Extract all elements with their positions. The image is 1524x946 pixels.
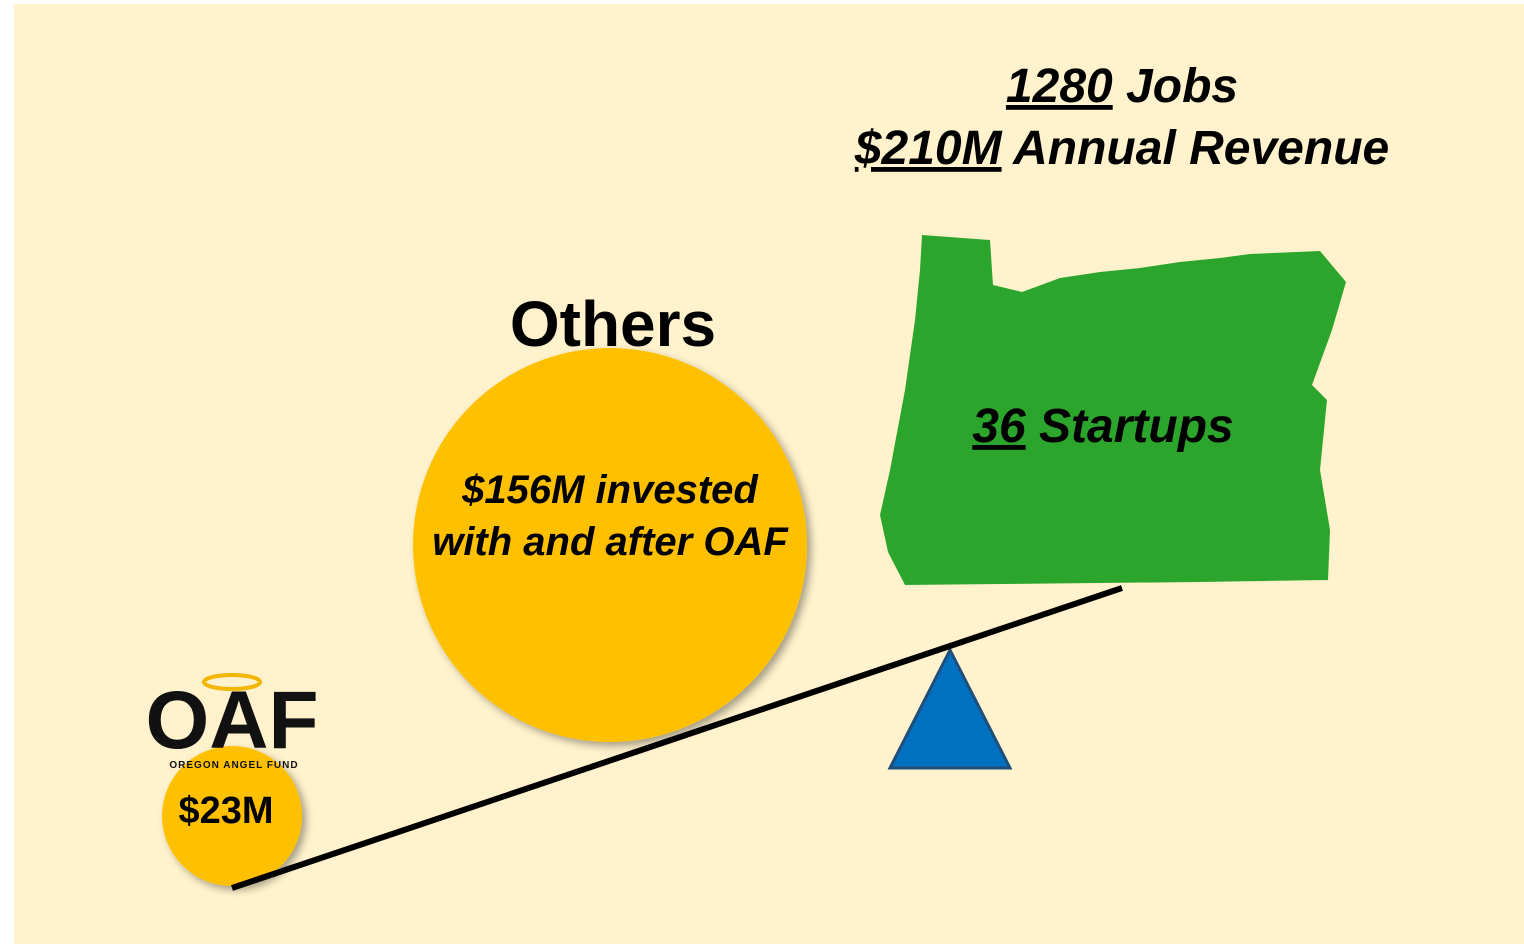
logo-tagline: OREGON ANGEL FUND bbox=[169, 760, 298, 771]
revenue-line: $210M Annual Revenue bbox=[854, 122, 1389, 175]
fulcrum bbox=[887, 646, 1013, 770]
lever bbox=[231, 585, 1123, 891]
oregon-map bbox=[880, 235, 1346, 585]
others-text: $156M invested bbox=[461, 468, 759, 512]
others-circle bbox=[413, 348, 807, 742]
startups-number: 36 bbox=[972, 400, 1026, 453]
logo-halo bbox=[202, 673, 262, 691]
startups-line: 36 Startups bbox=[972, 400, 1233, 453]
jobs-number: 1280 bbox=[1006, 60, 1113, 113]
jobs-line: 1280 Jobs bbox=[1006, 60, 1238, 113]
oaf-amount: $23M bbox=[178, 790, 273, 832]
others-title: Others bbox=[510, 288, 716, 360]
revenue-label: Annual Revenue bbox=[1012, 122, 1389, 175]
oaf-circle bbox=[162, 746, 302, 886]
startups-label: Startups bbox=[1039, 400, 1234, 453]
jobs-label: Jobs bbox=[1126, 60, 1238, 113]
others-text: with and after OAF bbox=[432, 520, 789, 564]
logo-name: OAF bbox=[145, 675, 318, 766]
revenue-number: $210M bbox=[854, 122, 1003, 175]
